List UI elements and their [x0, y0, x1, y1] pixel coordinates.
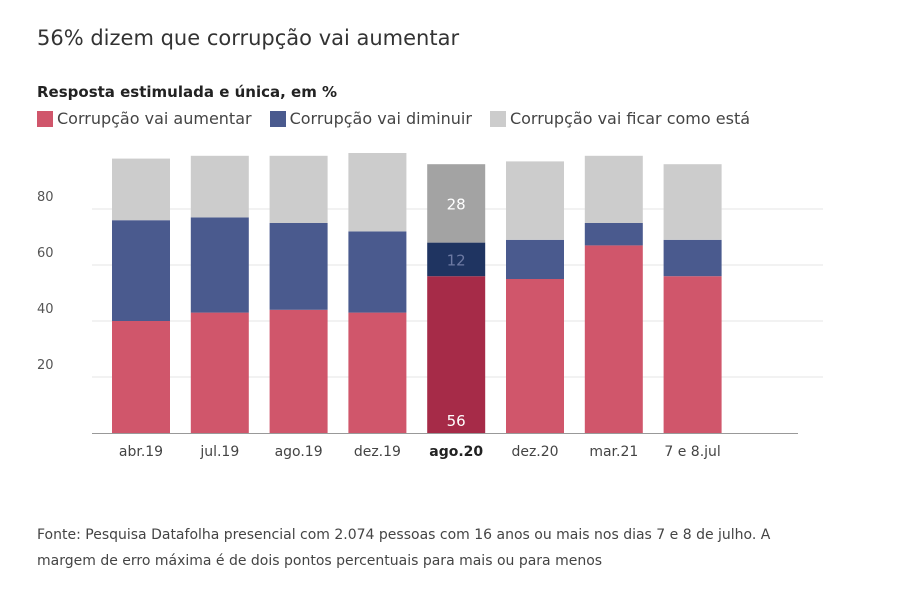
- legend-swatch-diminuir: [269, 110, 286, 127]
- legend-swatch-aumentar: [37, 110, 53, 127]
- x-tick-label: ago.19: [275, 444, 323, 460]
- legend-item-aumentar: Corrupção vai aumentar: [37, 109, 252, 128]
- y-tick-label-20: 20: [37, 358, 54, 373]
- x-tick-label: dez.19: [354, 444, 401, 460]
- data-label-0: 56: [447, 412, 466, 430]
- bar-mar-21-series-2: [584, 155, 643, 223]
- bar-ago-20-series-1: [427, 242, 486, 277]
- x-tick-label: ago.20: [429, 444, 483, 460]
- chart-legend: Corrupção vai aumentar Corrupção vai dim…: [37, 109, 768, 128]
- x-tick-label: jul.19: [199, 444, 239, 460]
- legend-swatch-ficar: [489, 110, 506, 127]
- bar-dez-20-series-2: [506, 161, 564, 240]
- bar-abr-19-series-1: [112, 220, 170, 321]
- bar-abr-19-series-2: [112, 158, 170, 221]
- legend-item-diminuir: Corrupção vai diminuir: [269, 109, 472, 128]
- source-note: Fonte: Pesquisa Datafolha presencial com…: [37, 527, 771, 569]
- bar-dez-20-series-1: [506, 239, 564, 279]
- bar-ago-19-series-2: [269, 155, 328, 223]
- bar-ago-19-series-0: [269, 309, 328, 433]
- bar-jul-19-series-1: [190, 217, 249, 313]
- bar-dez-20-series-0: [506, 279, 564, 433]
- bar-dez-19-series-2: [348, 153, 407, 232]
- x-tick-label: dez.20: [511, 444, 558, 460]
- bar-dez-19-series-1: [348, 231, 407, 313]
- legend-label-aumentar: Corrupção vai aumentar: [57, 109, 252, 128]
- y-tick-label-80: 80: [37, 190, 54, 205]
- stacked-bar-chart: 20 40 60 80 abr.19 jul.19 ago.19 dez.19 56 12 28 ag…: [37, 153, 823, 460]
- bar-jul-19-series-2: [190, 155, 249, 218]
- bar-7-e-8-jul-series-1: [663, 239, 722, 277]
- bar-abr-19-series-0: [112, 321, 170, 433]
- bar-ago-20-series-2: [427, 164, 486, 243]
- x-tick-label: abr.19: [119, 444, 163, 460]
- bar-7-e-8-jul-series-0: [663, 276, 722, 433]
- data-label-1: 12: [447, 251, 466, 269]
- x-tick-label: 7 e 8.jul: [664, 444, 720, 460]
- chart-title: 56% dizem que corrupção vai aumentar: [37, 26, 460, 50]
- x-tick-label: mar.21: [589, 444, 638, 460]
- bar-dez-19-series-0: [348, 312, 407, 433]
- bar-ago-20-series-0: [427, 276, 486, 433]
- chart-subtitle: Resposta estimulada e única, em %: [37, 83, 338, 101]
- bar-mar-21-series-1: [584, 223, 643, 246]
- legend-item-ficar: Corrupção vai ficar como está: [489, 109, 751, 128]
- data-label-2: 28: [447, 195, 466, 213]
- y-tick-label-40: 40: [37, 302, 54, 317]
- bar-7-e-8-jul-series-2: [663, 164, 722, 240]
- legend-label-diminuir: Corrupção vai diminuir: [289, 109, 472, 128]
- bar-jul-19-series-0: [190, 312, 249, 433]
- legend-label-ficar: Corrupção vai ficar como está: [509, 109, 751, 128]
- bar-mar-21-series-0: [584, 245, 643, 433]
- y-tick-label-60: 60: [37, 246, 54, 261]
- bar-ago-19-series-1: [269, 223, 328, 310]
